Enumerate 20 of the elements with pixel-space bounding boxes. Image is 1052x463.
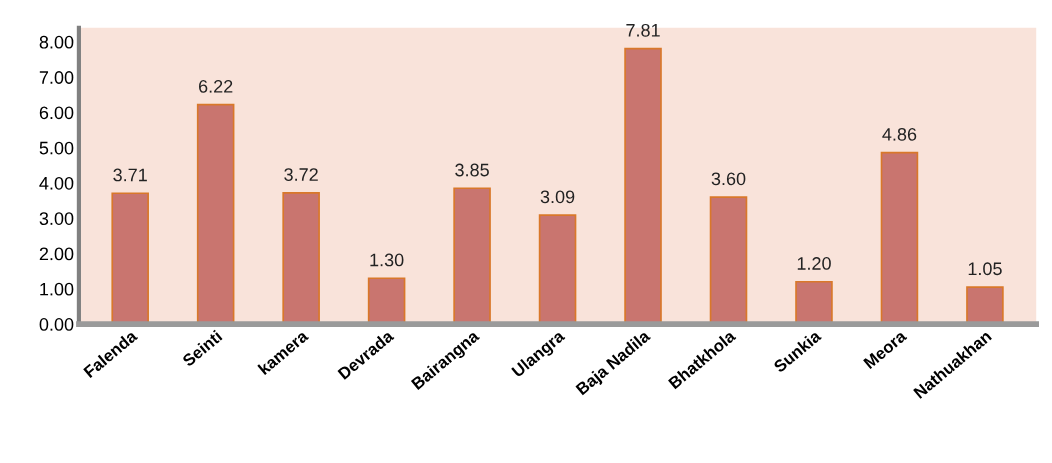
y-tick-label: 7.00 [39,71,74,84]
data-label: 3.71 [113,168,147,182]
data-label: 1.05 [968,262,1002,276]
y-tick-label: 4.00 [39,176,74,190]
y-tick-label: 3.00 [39,212,74,225]
data-label: 3.60 [711,172,746,186]
y-tick-label: 8.00 [39,35,74,49]
data-label: 6.22 [199,79,233,93]
data-label: 1.30 [370,253,404,267]
data-label: 1.20 [797,257,831,270]
y-tick-label: 0.00 [39,318,74,331]
data-label: 3.72 [284,168,318,181]
data-label: 7.81 [626,23,660,37]
data-label: 3.85 [455,163,489,177]
y-tick-label: 2.00 [39,247,74,261]
data-label: 3.09 [540,190,575,204]
y-tick-label: 6.00 [39,106,74,120]
y-tick-label: 1.00 [40,282,74,296]
y-tick-label: 5.00 [39,141,74,155]
data-label: 4.86 [882,127,917,141]
